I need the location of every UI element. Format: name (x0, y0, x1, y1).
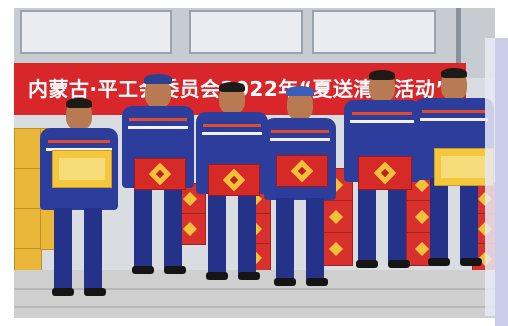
pavement-line (14, 288, 495, 290)
gift-box-yellow (52, 150, 112, 188)
worker (264, 86, 336, 290)
gift-box-red (358, 156, 412, 190)
building-window (189, 10, 303, 54)
side-strip (495, 38, 508, 326)
worker (122, 74, 194, 288)
building-window (20, 10, 172, 54)
worker (414, 68, 494, 280)
gift-box-red (208, 164, 260, 196)
pole (456, 8, 461, 68)
building-window (312, 10, 436, 54)
worker (196, 82, 268, 284)
side-strip-overlay (485, 38, 495, 316)
gift-box-red (276, 155, 328, 187)
worker (344, 70, 420, 282)
worker (40, 98, 118, 300)
pavement-line (14, 306, 495, 308)
group-photo: 内蒙古·平工会委员会2022年“夏送清凉活动” (14, 8, 495, 318)
gift-box-red (134, 158, 186, 190)
gift-box-yellow (434, 148, 494, 186)
